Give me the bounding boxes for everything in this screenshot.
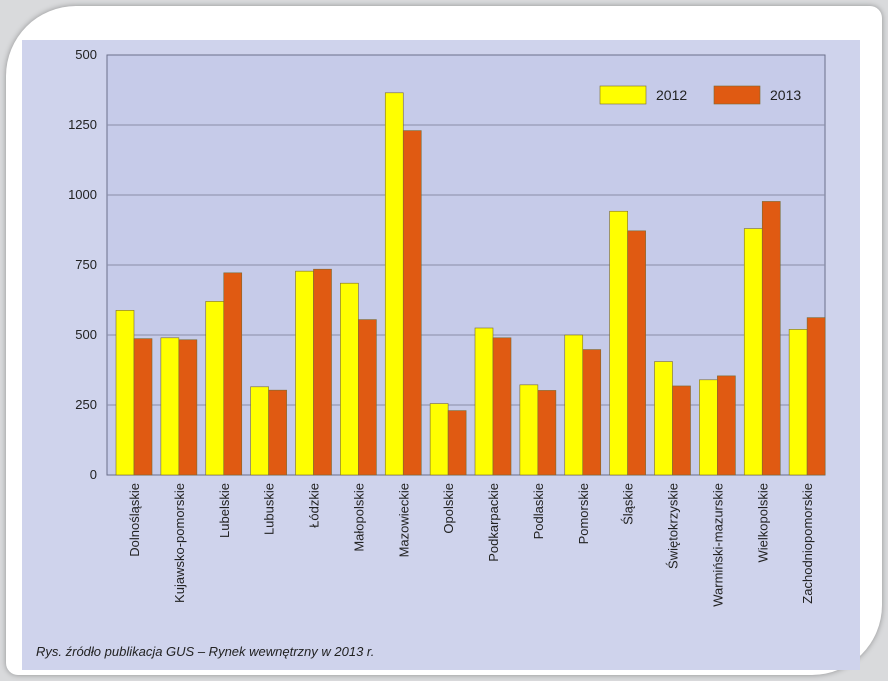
bar-2013 (492, 337, 512, 476)
bar-2013 (537, 390, 557, 476)
x-tick-label: Dolnośląskie (127, 483, 142, 557)
bar-2012 (250, 386, 269, 476)
legend-label-2013: 2013 (770, 87, 801, 103)
x-tick-label: Śląskie (621, 483, 636, 525)
x-tick-label: Pomorskie (576, 483, 591, 544)
bar-2013 (761, 201, 781, 476)
x-tick-label: Zachodniopomorskie (800, 483, 815, 604)
bar-2013 (178, 339, 198, 476)
y-tick-label: 500 (75, 327, 97, 342)
bar-2013 (447, 410, 467, 476)
figure-caption: Rys. źródło publikacja GUS – Rynek wewnę… (36, 644, 375, 659)
bar-2013 (223, 272, 243, 476)
bar-2012 (564, 334, 584, 476)
bar-2012 (115, 310, 135, 476)
x-tick-label: Świętokrzyskie (666, 483, 681, 569)
bar-2012 (654, 361, 673, 476)
bar-2012 (519, 384, 539, 476)
x-tick-label: Lubelskie (217, 483, 232, 538)
legend-swatch-2013 (713, 85, 761, 105)
y-tick-label: 1250 (68, 117, 97, 132)
y-axis-ticks: 0 250 500 750 1000 1250 500 (68, 47, 97, 482)
bar-2012 (429, 403, 449, 476)
x-tick-label: Opolskie (441, 483, 456, 534)
legend: 2012 2013 (599, 85, 801, 105)
bar-2013 (313, 268, 332, 476)
bar-2012 (743, 228, 763, 476)
bar-2013 (806, 317, 826, 476)
y-tick-label: 1000 (68, 187, 97, 202)
bar-2012 (609, 210, 628, 476)
bar-2013 (627, 230, 646, 476)
y-tick-label: 0 (90, 467, 97, 482)
bar-2012 (384, 92, 404, 476)
y-tick-label: 500 (75, 47, 97, 62)
x-tick-label: Kujawsko-pomorskie (172, 483, 187, 603)
y-tick-label: 250 (75, 397, 97, 412)
bar-2013 (672, 385, 691, 476)
x-tick-label: Lubuskie (262, 483, 277, 535)
x-tick-label: Wielkopolskie (755, 483, 770, 562)
x-tick-label: Łódzkie (307, 483, 322, 528)
bar-2013 (717, 375, 736, 476)
bar-2013 (358, 319, 377, 476)
bar-2012 (474, 327, 494, 476)
x-tick-label: Małopolskie (351, 483, 366, 552)
x-tick-label: Mazowieckie (396, 483, 411, 557)
bar-2012 (160, 337, 180, 476)
bar-2012 (699, 379, 718, 476)
bar-2012 (788, 329, 808, 476)
x-tick-label: Podlaskie (531, 483, 546, 539)
bar-2013 (402, 130, 422, 476)
y-tick-label: 750 (75, 257, 97, 272)
bar-2013 (582, 349, 602, 476)
bar-2013 (133, 338, 153, 476)
bars (115, 92, 826, 476)
bar-2012 (295, 270, 314, 476)
bar-2013 (268, 389, 287, 476)
x-tick-label: Podkarpackie (486, 483, 501, 562)
bar-2012 (205, 301, 225, 476)
bar-2012 (340, 282, 359, 476)
x-tick-label: Warmiński-mazurskie (710, 483, 725, 607)
legend-swatch-2012 (599, 85, 647, 105)
x-axis-ticks: Dolnośląskie Kujawsko-pomorskie Lubelskie L… (127, 483, 815, 607)
legend-label-2012: 2012 (656, 87, 687, 103)
